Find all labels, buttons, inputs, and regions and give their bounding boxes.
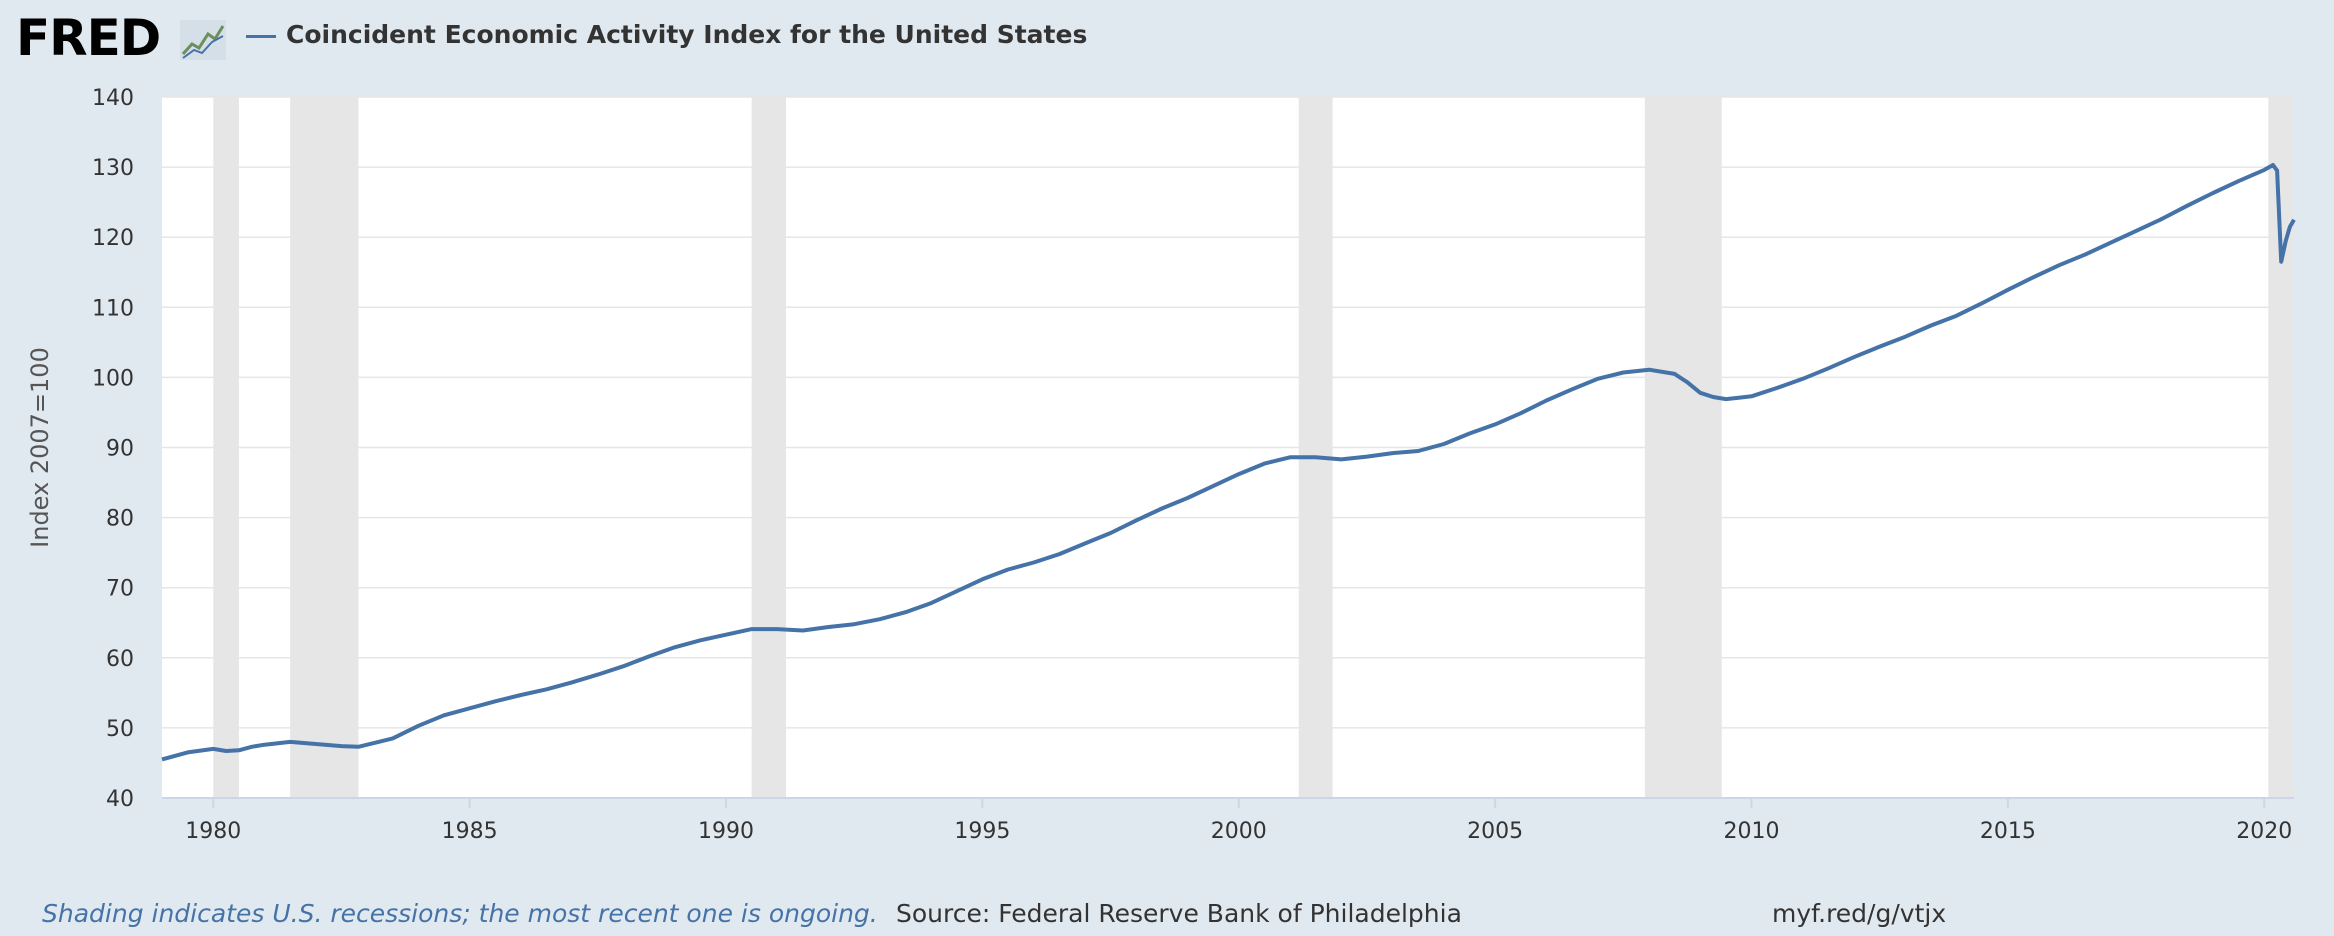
y-tick-label: 70	[106, 577, 134, 602]
y-tick-label: 130	[92, 156, 134, 181]
x-tick-label: 1995	[954, 819, 1010, 844]
y-tick-label: 50	[106, 717, 134, 742]
x-tick-label: 1980	[185, 819, 241, 844]
y-tick-label: 140	[92, 86, 134, 111]
legend-label: Coincident Economic Activity Index for t…	[286, 20, 1088, 49]
y-tick-label: 100	[92, 366, 134, 391]
fred-logo[interactable]: FRED	[16, 9, 161, 67]
y-tick-label: 60	[106, 647, 134, 672]
y-tick-label: 120	[92, 226, 134, 251]
x-tick-label: 2005	[1467, 819, 1523, 844]
y-axis-title: Index 2007=100	[26, 347, 54, 548]
y-tick-label: 40	[106, 787, 134, 812]
series-line	[161, 163, 2296, 762]
chart-header: FRED Coincident Economic Activity Index …	[0, 0, 2334, 80]
y-tick-label: 110	[92, 296, 134, 321]
y-tick-label: 90	[106, 437, 134, 462]
line-chart: 40 50 60 70 80 90 100 110 120 130 140 1980 1985 1990 1…	[26, 86, 2296, 844]
x-tick-label: 2020	[2236, 819, 2292, 844]
x-tick-label: 2010	[1724, 819, 1780, 844]
x-tick-label: 2000	[1211, 819, 1267, 844]
recession-note: Shading indicates U.S. recessions; the m…	[42, 899, 878, 928]
source-text: Source: Federal Reserve Bank of Philadel…	[896, 899, 1462, 928]
x-tick-label: 2015	[1980, 819, 2036, 844]
x-tick-label: 1990	[698, 819, 754, 844]
chart-line-icon	[180, 20, 226, 60]
x-tick-label: 1985	[442, 819, 498, 844]
legend-swatch	[246, 35, 276, 38]
y-tick-label: 80	[106, 507, 134, 532]
short-link[interactable]: myf.red/g/vtjx	[1772, 899, 1947, 928]
